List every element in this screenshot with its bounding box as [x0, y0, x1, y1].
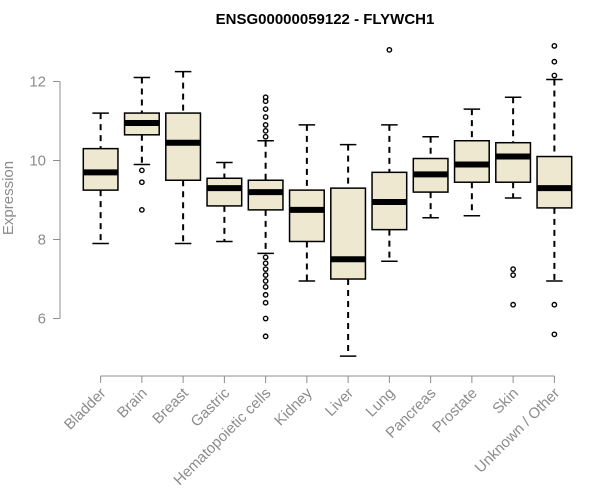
outlier-point — [262, 278, 269, 284]
outlier-point — [262, 266, 269, 273]
outlier-point — [510, 301, 517, 308]
outlier-point — [262, 260, 269, 267]
x-tick-label: Brain — [114, 385, 151, 422]
outlier-point — [262, 333, 269, 340]
x-tick-label: Skin — [489, 385, 522, 418]
outlier-point — [262, 291, 269, 298]
outlier-point — [262, 272, 269, 278]
box-bladder — [82, 112, 119, 245]
iqr-box — [206, 177, 243, 207]
box-unknown-other — [536, 43, 573, 338]
outlier-point — [262, 299, 269, 306]
x-tick-label: Bladder — [61, 385, 110, 434]
outlier-point — [386, 46, 393, 53]
x-tick-label: Breast — [149, 384, 192, 427]
box-lung — [371, 46, 408, 262]
box-hematopoietic-cells — [247, 94, 284, 340]
y-axis: 6 8 10 12 — [29, 73, 61, 328]
outlier-point — [551, 43, 558, 49]
box-pancreas — [412, 136, 449, 219]
box-brain — [123, 76, 160, 213]
outlier-point — [138, 179, 145, 186]
iqr-box — [288, 189, 325, 243]
outlier-point — [510, 272, 517, 278]
box-breast — [165, 70, 202, 245]
box-skin — [495, 96, 532, 308]
x-tick-label: Prostate — [429, 385, 481, 437]
box-liver — [330, 143, 367, 357]
iqr-box — [536, 155, 573, 209]
outlier-point — [262, 122, 269, 128]
iqr-box — [330, 187, 367, 280]
x-tick-label: Lung — [363, 385, 399, 421]
x-tick-label: Kidney — [271, 384, 316, 429]
box-prostate — [453, 108, 490, 217]
box-kidney — [288, 124, 325, 282]
y-tick-label: 8 — [38, 232, 46, 249]
y-axis-label: Expression — [0, 161, 17, 235]
outlier-point — [138, 206, 145, 213]
outlier-point — [551, 58, 558, 65]
y-tick-label: 12 — [29, 73, 46, 90]
outlier-point — [262, 315, 269, 322]
outlier-point — [262, 127, 269, 134]
outlier-point — [262, 114, 269, 120]
y-tick-label: 6 — [38, 311, 46, 328]
y-tick-label: 10 — [29, 152, 46, 169]
chart-title: ENSG00000059122 - FLYWCH1 — [216, 11, 435, 28]
outlier-point — [510, 266, 517, 273]
outlier-point — [551, 301, 558, 308]
outlier-point — [262, 98, 269, 105]
outlier-point — [551, 72, 558, 79]
iqr-box — [165, 112, 202, 181]
outlier-point — [551, 331, 558, 338]
box-gastric — [206, 161, 243, 243]
x-tick-label: Liver — [322, 385, 357, 420]
iqr-box — [495, 141, 532, 183]
outlier-point — [262, 106, 269, 113]
outlier-point — [262, 133, 269, 140]
outlier-point — [262, 284, 269, 290]
outlier-point — [138, 167, 145, 174]
outlier-point — [262, 254, 269, 261]
boxes-group — [82, 43, 573, 357]
